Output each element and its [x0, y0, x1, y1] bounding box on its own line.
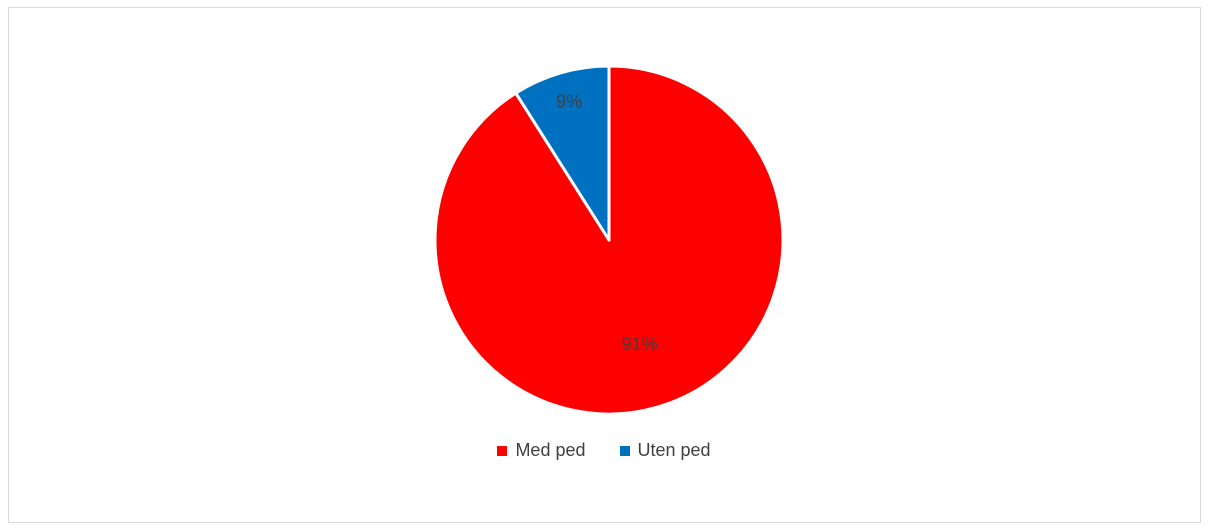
legend-item-uten-ped: Uten ped: [619, 440, 711, 461]
legend-label-uten-ped: Uten ped: [637, 440, 711, 460]
pie-slice-uten-ped: [514, 64, 611, 242]
legend-label-med-ped: Med ped: [515, 440, 586, 460]
legend-item-med-ped: Med ped: [497, 440, 586, 461]
legend-swatch-uten-ped: [619, 445, 630, 456]
data-label-uten-ped: 9%: [556, 92, 582, 112]
legend: Med ped Uten ped: [0, 440, 1208, 461]
data-label-med-ped: 91%: [622, 334, 658, 354]
legend-swatch-med-ped: [497, 445, 508, 456]
